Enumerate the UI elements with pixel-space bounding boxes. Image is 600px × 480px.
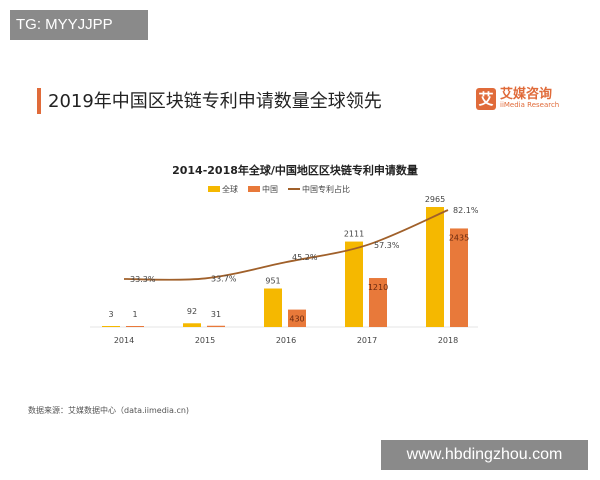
bar-value-label: 1210 bbox=[368, 283, 388, 292]
x-tick-label: 2014 bbox=[114, 336, 134, 345]
share-label: 82.1% bbox=[453, 206, 479, 215]
x-tick-label: 2016 bbox=[276, 336, 296, 345]
x-tick-label: 2015 bbox=[195, 336, 215, 345]
share-label: 45.2% bbox=[292, 253, 318, 262]
bar-value-label: 2111 bbox=[344, 230, 364, 239]
legend-swatch-0 bbox=[208, 186, 220, 192]
bar-global bbox=[102, 326, 120, 327]
bar-global bbox=[426, 207, 444, 327]
bar-china bbox=[207, 325, 225, 327]
chart-title: 2014-2018年全球/中国地区区块链专利申请数量 bbox=[172, 163, 418, 177]
bar-value-label: 430 bbox=[289, 315, 304, 324]
bar-china bbox=[126, 326, 144, 327]
logo: 艾 艾媒咨询 iiMedia Research bbox=[476, 88, 559, 110]
logo-name-cn: 艾媒咨询 bbox=[500, 87, 553, 102]
legend: 全球 中国 中国专利占比 bbox=[208, 184, 350, 194]
share-label: 33.7% bbox=[211, 274, 237, 283]
bar-china bbox=[288, 309, 306, 327]
legend-label-1: 中国 bbox=[262, 184, 278, 194]
bar-global bbox=[183, 323, 201, 327]
bar-value-label: 951 bbox=[265, 277, 280, 286]
bar-global bbox=[264, 288, 282, 327]
title-accent-bar bbox=[37, 88, 41, 114]
bar-value-label: 2965 bbox=[425, 195, 445, 204]
x-tick-label: 2018 bbox=[438, 336, 458, 345]
bar-global bbox=[345, 241, 363, 327]
bar-value-label: 92 bbox=[187, 307, 197, 316]
x-tick-label: 2017 bbox=[357, 336, 377, 345]
share-label: 57.3% bbox=[374, 241, 400, 250]
share-label: 33.3% bbox=[130, 275, 156, 284]
legend-swatch-1 bbox=[248, 186, 260, 192]
share-line bbox=[123, 209, 449, 281]
logo-name-en: iiMedia Research bbox=[500, 101, 560, 109]
bar-china bbox=[450, 228, 468, 327]
bar-value-label: 2435 bbox=[449, 233, 469, 242]
legend-label-2: 中国专利占比 bbox=[302, 184, 350, 194]
bar-value-label: 1 bbox=[132, 310, 137, 319]
watermark-top: TG: MYYJJPP bbox=[10, 10, 148, 40]
bar-value-label: 3 bbox=[108, 310, 113, 319]
bar-value-label: 31 bbox=[211, 310, 221, 319]
page-title: 2019年中国区块链专利申请数量全球领先 bbox=[48, 91, 382, 112]
bar-china bbox=[369, 278, 387, 327]
legend-label-0: 全球 bbox=[222, 184, 238, 194]
watermark-bottom: www.hbdingzhou.com bbox=[381, 440, 588, 470]
logo-mark: 艾 bbox=[476, 88, 496, 110]
source-note: 数据来源：艾媒数据中心（data.iimedia.cn) bbox=[28, 406, 190, 415]
